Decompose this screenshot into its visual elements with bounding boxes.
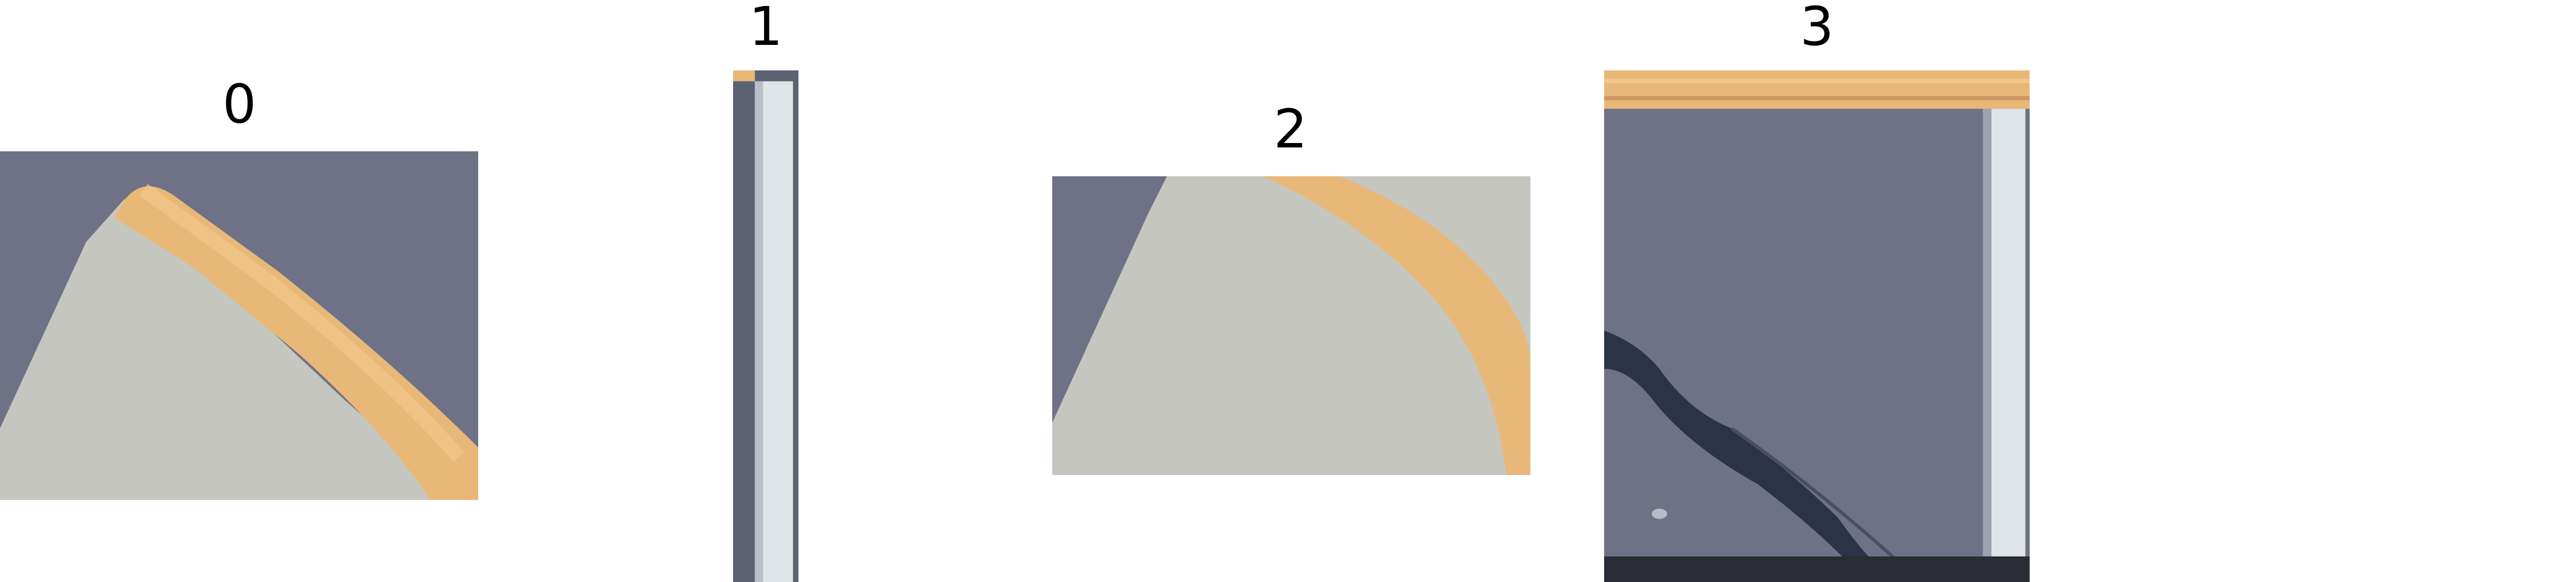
patch-3-curb-top [1604, 70, 2030, 109]
patch-image-2 [1052, 176, 1530, 475]
patch-0-curb-highlight [139, 183, 465, 462]
patch-3-curb-line-2 [1604, 96, 2030, 100]
patch-2-curb [1262, 176, 1530, 475]
patch-3-white-strip-shade [1983, 109, 1991, 582]
panel-label-2: 2 [1273, 98, 1308, 160]
patch-image-0 [0, 151, 478, 500]
patch-3-white-strip [1991, 109, 2026, 582]
panel-label-1: 1 [749, 0, 783, 58]
patch-3-asphalt [1604, 70, 2030, 582]
patch-0-curb [115, 186, 478, 500]
patch-3-shadow [1604, 330, 1877, 565]
patch-0-graphic [0, 151, 478, 500]
patch-0-pavement [0, 199, 440, 500]
patch-3-curb-line-1 [1604, 79, 2030, 84]
panel-label-0: 0 [222, 73, 257, 135]
patch-3-speck [1652, 508, 1667, 519]
patch-3-bottom-edge [1604, 556, 2030, 582]
patch-3-crack [1730, 427, 1903, 566]
patch-3-graphic [1604, 70, 2030, 582]
patch-2-graphic [1052, 176, 1530, 475]
patch-1-strip-shade [755, 81, 764, 582]
patch-image-1 [733, 70, 798, 582]
patch-1-curb-top [733, 70, 755, 81]
patch-image-3 [1604, 70, 2030, 582]
patch-1-graphic [733, 70, 798, 582]
panel-label-3: 3 [1800, 0, 1834, 58]
